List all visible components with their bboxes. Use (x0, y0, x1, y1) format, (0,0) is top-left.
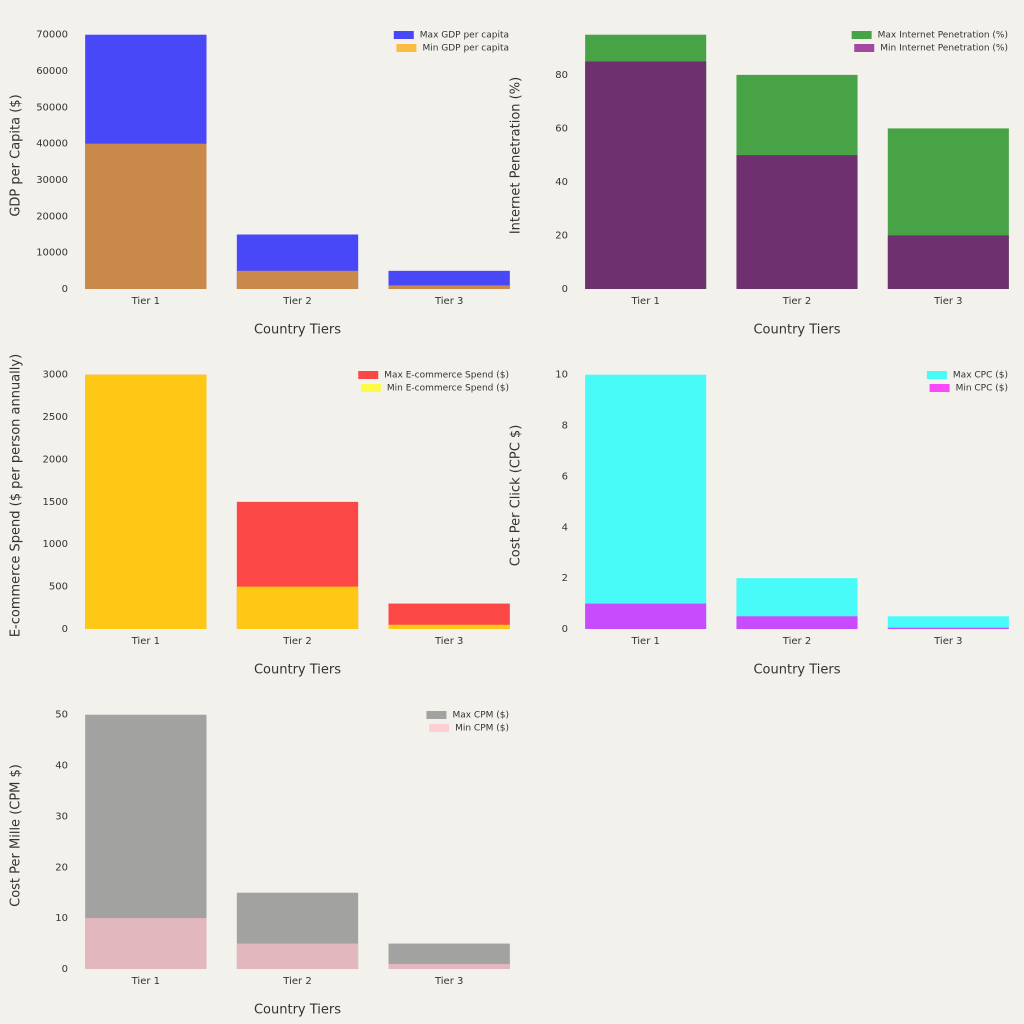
legend-swatch (429, 724, 450, 732)
legend-label: Min GDP per capita (422, 44, 509, 54)
y-tick-label: 20 (555, 230, 568, 241)
y-tick-label: 30 (55, 811, 68, 822)
legend-swatch (393, 31, 414, 39)
y-tick-label: 500 (49, 582, 68, 593)
x-tick-label: Tier 3 (434, 976, 463, 987)
bar (585, 603, 707, 629)
bar (887, 235, 1009, 289)
y-axis-label: E-commerce Spend ($ per person annually) (9, 354, 24, 637)
x-tick-label: Tier 3 (933, 636, 962, 647)
y-tick-label: 10 (55, 913, 68, 924)
legend-label: Max CPC ($) (953, 371, 1008, 381)
legend-swatch (360, 384, 381, 392)
x-tick-label: Tier 2 (282, 296, 311, 307)
bar (887, 616, 1009, 629)
x-tick-label: Tier 2 (282, 976, 311, 987)
legend-swatch (396, 44, 417, 52)
bar (388, 270, 510, 289)
x-tick-label: Tier 1 (131, 976, 160, 987)
y-tick-label: 2000 (43, 454, 68, 465)
y-tick-label: 0 (62, 964, 68, 975)
legend-label: Min Internet Penetration (%) (880, 44, 1008, 54)
y-tick-label: 2 (562, 573, 568, 584)
legend-label: Max GDP per capita (420, 31, 509, 41)
y-tick-label: 0 (62, 624, 68, 635)
y-tick-label: 10 (555, 370, 568, 381)
x-tick-label: Tier 1 (131, 296, 160, 307)
y-axis-label: Cost Per Click (CPC $) (509, 425, 524, 567)
x-tick-label: Tier 3 (933, 296, 962, 307)
x-axis-label: Country Tiers (254, 1003, 341, 1018)
y-tick-label: 3000 (43, 370, 68, 381)
bar (236, 270, 359, 289)
y-tick-label: 20000 (36, 211, 68, 222)
y-tick-label: 30000 (36, 175, 68, 186)
y-tick-label: 60000 (36, 66, 68, 77)
y-tick-label: 0 (562, 624, 568, 635)
y-tick-label: 0 (562, 284, 568, 295)
y-axis-label: Internet Penetration (%) (509, 77, 524, 234)
x-axis-label: Country Tiers (753, 323, 840, 338)
bar (736, 155, 858, 289)
bar (388, 285, 510, 289)
legend-swatch (926, 371, 947, 379)
x-tick-label: Tier 2 (782, 296, 811, 307)
y-tick-label: 6 (562, 471, 568, 482)
legend-swatch (929, 384, 950, 392)
legend-swatch (426, 711, 447, 719)
legend-label: Max Internet Penetration (%) (878, 31, 1008, 41)
x-tick-label: Tier 1 (131, 636, 160, 647)
bar (85, 143, 207, 289)
legend-label: Min CPM ($) (455, 724, 509, 734)
legend-label: Max CPM ($) (452, 711, 509, 721)
legend-label: Max E-commerce Spend ($) (384, 371, 509, 381)
bar (236, 943, 359, 969)
y-tick-label: 40 (55, 761, 68, 772)
bar (236, 586, 359, 629)
bar (85, 918, 207, 969)
y-tick-label: 40000 (36, 139, 68, 150)
bar (585, 61, 707, 289)
y-axis-label: GDP per Capita ($) (9, 94, 24, 216)
y-axis-label: Cost Per Mille (CPM $) (9, 764, 24, 907)
legend-swatch (851, 31, 872, 39)
y-tick-label: 40 (555, 177, 568, 188)
y-tick-label: 10000 (36, 248, 68, 259)
x-tick-label: Tier 3 (434, 296, 463, 307)
y-tick-label: 2500 (43, 412, 68, 423)
y-tick-label: 1000 (43, 539, 68, 550)
bar (85, 374, 207, 629)
y-tick-label: 20 (55, 862, 68, 873)
x-tick-label: Tier 1 (630, 636, 659, 647)
x-axis-label: Country Tiers (254, 323, 341, 338)
bar (887, 627, 1009, 629)
y-tick-label: 50 (55, 710, 68, 721)
bar (585, 374, 707, 629)
y-tick-label: 70000 (36, 30, 68, 41)
x-tick-label: Tier 1 (630, 296, 659, 307)
legend-swatch (358, 371, 379, 379)
legend-label: Min E-commerce Spend ($) (387, 384, 509, 394)
y-tick-label: 60 (555, 123, 568, 134)
y-tick-label: 50000 (36, 102, 68, 113)
legend-swatch (854, 44, 875, 52)
bar (388, 963, 510, 969)
x-tick-label: Tier 2 (782, 636, 811, 647)
bar (736, 616, 858, 629)
x-axis-label: Country Tiers (254, 663, 341, 678)
x-tick-label: Tier 2 (282, 636, 311, 647)
y-tick-label: 0 (62, 284, 68, 295)
legend-label: Min CPC ($) (956, 384, 1008, 394)
y-tick-label: 80 (555, 70, 568, 81)
x-tick-label: Tier 3 (434, 636, 463, 647)
y-tick-label: 1500 (43, 497, 68, 508)
bar (388, 624, 510, 629)
x-axis-label: Country Tiers (753, 663, 840, 678)
y-tick-label: 4 (562, 522, 568, 533)
y-tick-label: 8 (562, 421, 568, 432)
